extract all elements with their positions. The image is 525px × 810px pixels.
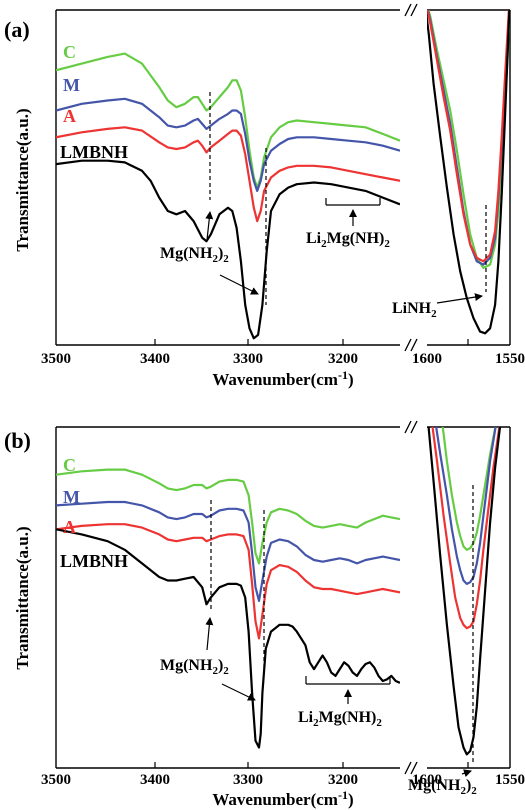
tick-label: 3200 [328, 351, 358, 367]
annotation-li2mgnh2: Li2Mg(NH)2 [298, 709, 382, 729]
annotation-mgnh2: Mg(NH2)2 [160, 245, 229, 265]
axes-frame [55, 426, 511, 769]
series-line-lmbnh-left [56, 528, 400, 749]
tick-label: 3400 [140, 351, 170, 367]
series-label-m: M [63, 487, 80, 507]
panel-b: (b) 3500 3400 3300 3200 1600 1550 Wavenu… [4, 420, 525, 809]
series-label-lmbnh: LMBNH [60, 142, 128, 162]
panel-a: (a) 3500 3400 3300 3200 1600 1550 Wavenu… [4, 3, 525, 389]
tick-label: 3300 [233, 351, 263, 367]
axes-frame [55, 9, 511, 346]
bracket [305, 676, 391, 685]
series-line-a-right [431, 427, 501, 630]
bracket [325, 198, 381, 206]
series-label-m: M [63, 75, 80, 95]
annotation-mgnh2: Mg(NH2)2 [160, 657, 229, 677]
x-axis-label: Wavenumber(cm-1) [212, 788, 353, 809]
tick-label: 3200 [328, 772, 358, 788]
annotation-mgnh2-right: Mg(NH2)2 [408, 777, 477, 797]
tick-label: 3400 [140, 772, 170, 788]
series-line-m-left [56, 500, 400, 602]
tick-label: 1600 [412, 772, 442, 788]
series-label-a: A [63, 517, 76, 537]
arrow [205, 617, 214, 651]
axis-break-marks [404, 420, 418, 775]
marker-lines [210, 485, 474, 765]
arrow [436, 293, 483, 304]
series-line-a-left [56, 126, 400, 223]
series-label-c: C [63, 42, 76, 62]
panel-label: (b) [4, 428, 31, 453]
arrow [205, 211, 214, 241]
series-label-a: A [63, 106, 76, 126]
arrow [219, 274, 259, 295]
y-axis-label: Transmittance(a.u.) [13, 526, 32, 669]
series-line-c-left [56, 468, 400, 565]
panel-label: (a) [4, 17, 30, 42]
arrow [461, 769, 472, 778]
series-line-m-left [56, 97, 400, 192]
x-axis-label: Wavenumber(cm-1) [212, 368, 353, 389]
x-tick-marks [154, 339, 469, 345]
curves [56, 427, 502, 756]
y-axis-label: Transmittance(a.u.) [13, 108, 32, 251]
series-line-c-left [56, 52, 400, 189]
marker-lines [209, 92, 487, 305]
tick-label: 1550 [495, 772, 525, 788]
tick-label: 3500 [41, 772, 71, 788]
series-line-m-right [435, 427, 497, 585]
tick-label: 1550 [495, 351, 525, 367]
series-label-c: C [63, 455, 76, 475]
series-line-lmbnh-left [56, 159, 400, 340]
x-tick-marks [154, 762, 469, 768]
series-line-a-right [427, 10, 510, 263]
tick-label: 3500 [41, 351, 71, 367]
annotation-li2mgnh2: Li2Mg(NH)2 [306, 230, 390, 250]
series-line-a-left [56, 523, 400, 640]
series-label-lmbnh: LMBNH [60, 551, 128, 571]
curves [56, 10, 510, 340]
series-line-lmbnh-right [427, 10, 510, 335]
tick-label: 1600 [412, 351, 442, 367]
arrow [221, 683, 256, 701]
axis-break-marks [404, 3, 418, 352]
series-line-lmbnh-right [427, 427, 502, 756]
annotation-linh2: LiNH2 [392, 300, 437, 320]
tick-label: 3300 [233, 772, 263, 788]
